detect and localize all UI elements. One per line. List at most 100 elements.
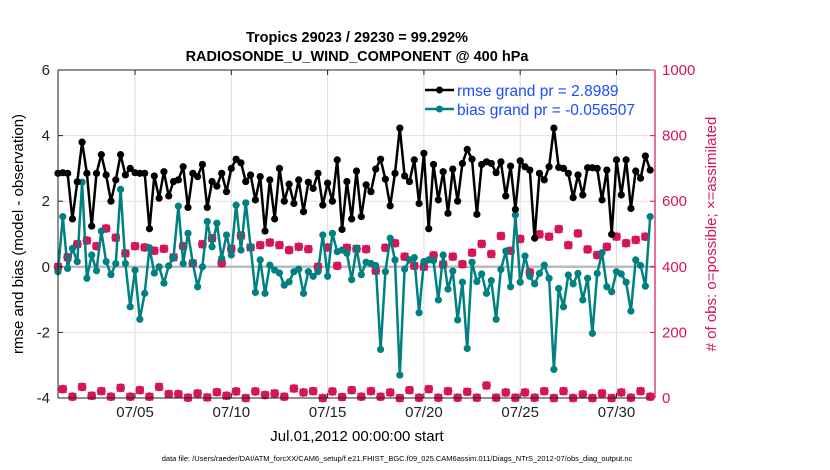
rmse-point <box>617 191 625 199</box>
rmse-point <box>516 157 524 165</box>
bias-point <box>569 280 577 288</box>
bias-point <box>319 231 327 239</box>
bias-point <box>299 289 308 297</box>
rmse-point <box>314 169 322 177</box>
bias-point <box>526 272 534 280</box>
rmse-point <box>256 173 264 181</box>
obs-count-marker <box>636 386 645 396</box>
bias-point <box>593 269 601 277</box>
rmse-point <box>574 171 582 179</box>
rmse-point <box>396 124 404 132</box>
rmse-point <box>564 169 572 177</box>
rmse-point <box>266 176 274 184</box>
bias-point <box>126 303 134 311</box>
rmse-point <box>444 209 452 217</box>
bias-point <box>64 264 72 273</box>
bias-point <box>492 315 500 323</box>
rmse-point <box>290 199 298 208</box>
legend: rmse grand pr = 2.8989 bias grand pr = -… <box>425 83 635 119</box>
obs-count-marker <box>424 384 433 394</box>
rmse-point <box>386 202 394 210</box>
legend-rmse-marker <box>436 86 443 94</box>
obs-count-marker <box>260 390 270 400</box>
y-left-tick-label: 0 <box>42 259 50 276</box>
rmse-point <box>511 205 519 213</box>
obs-count-marker <box>284 245 294 255</box>
bias-point <box>598 249 606 257</box>
obs-count-marker <box>617 388 626 397</box>
obs-count-marker <box>145 392 154 401</box>
obs-count-marker <box>203 393 212 402</box>
rmse-point <box>367 188 375 196</box>
obs-count-marker <box>164 389 173 399</box>
bias-point <box>237 246 245 254</box>
rmse-point <box>632 167 640 175</box>
bias-point <box>622 278 630 286</box>
rmse-point <box>531 234 539 242</box>
bias-point <box>617 270 625 278</box>
rmse-point <box>97 151 105 159</box>
obs-count-marker <box>289 384 299 393</box>
rmse-point <box>218 169 226 177</box>
rmse-point <box>68 215 77 223</box>
bias-point <box>502 247 510 255</box>
rmse-point <box>203 203 211 212</box>
bias-point <box>454 316 462 324</box>
obs-count-marker <box>193 389 202 398</box>
rmse-point <box>391 169 399 177</box>
bias-point <box>449 267 457 275</box>
bias-point <box>516 278 524 286</box>
rmse-point <box>646 166 654 174</box>
bias-point <box>116 185 125 193</box>
bias-point <box>203 217 211 226</box>
rmse-point <box>473 210 481 218</box>
rmse-point <box>194 173 202 181</box>
bias-point <box>227 251 235 259</box>
rmse-point <box>271 215 279 223</box>
y-right-tick-label: 0 <box>662 390 670 407</box>
grid <box>58 70 655 398</box>
series-layer <box>53 124 655 403</box>
obs-count-marker <box>501 388 510 397</box>
bias-point <box>636 261 645 270</box>
rmse-point <box>73 178 81 186</box>
obs-count-marker <box>357 392 366 401</box>
obs-count-marker <box>448 252 458 261</box>
obs-count-marker <box>347 385 356 395</box>
rmse-point <box>410 156 418 164</box>
bias-point <box>555 284 563 293</box>
rmse-point <box>636 174 645 182</box>
rmse-point <box>492 169 500 177</box>
obs-count-marker <box>116 383 125 393</box>
obs-count-marker <box>294 242 303 252</box>
rmse-point <box>237 159 245 167</box>
bias-point <box>246 243 255 251</box>
bias-point <box>184 229 192 237</box>
bias-point <box>583 274 592 282</box>
obs-count-marker <box>376 392 385 401</box>
bias-point <box>131 266 139 274</box>
obs-count-marker <box>405 385 414 395</box>
rmse-line <box>57 126 652 240</box>
rmse-point <box>357 213 365 221</box>
bias-point <box>256 256 264 264</box>
rmse-point <box>545 163 553 171</box>
obs-count-marker <box>482 381 491 390</box>
bias-point <box>415 309 423 317</box>
y-left-tick-label: 2 <box>42 193 50 210</box>
rmse-point <box>550 124 558 132</box>
rmse-point <box>627 204 635 213</box>
bias-point <box>242 199 250 207</box>
bias-point <box>295 265 303 273</box>
rmse-point <box>415 199 423 208</box>
obs-count-marker <box>77 382 87 392</box>
legend-bias-marker <box>436 105 443 113</box>
bias-point <box>189 259 197 267</box>
bias-point <box>410 254 418 262</box>
bias-point <box>468 258 476 266</box>
rmse-point <box>227 164 235 172</box>
bias-point <box>266 261 274 269</box>
bias-point <box>401 265 409 273</box>
y-axis-left-label: rmse and bias (model - observation) <box>10 114 27 354</box>
rmse-point <box>275 164 284 172</box>
